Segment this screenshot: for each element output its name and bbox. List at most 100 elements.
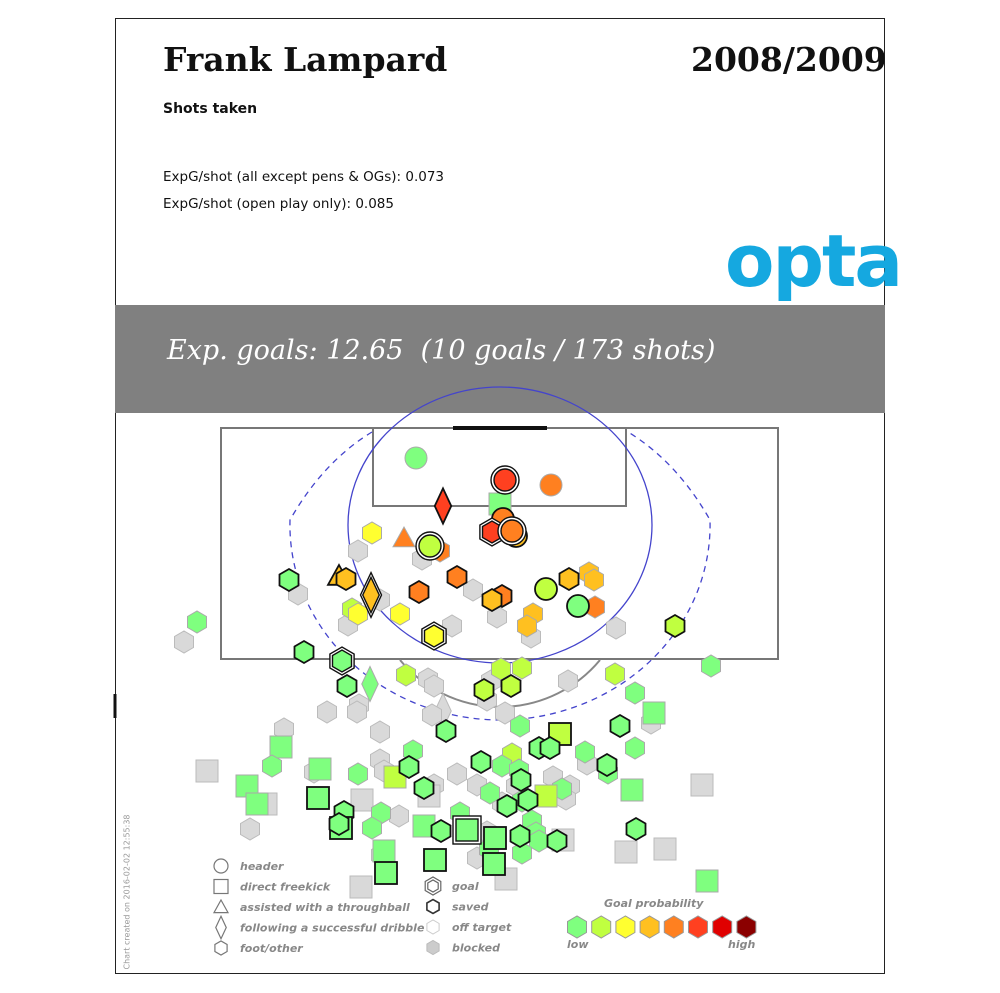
expected-goals-banner: Exp. goals: 12.65 (10 goals / 173 shots)	[115, 305, 885, 413]
shot-saved	[374, 861, 398, 885]
legend-type-label: direct freekick	[240, 881, 331, 894]
shot-goal	[331, 649, 353, 673]
shot-marker	[497, 516, 527, 546]
shot-off-target	[517, 614, 537, 638]
shot-off-target	[362, 816, 382, 840]
shot-saved	[625, 816, 647, 842]
shot-off-target	[308, 757, 332, 781]
prob-title: Goal probability	[604, 897, 704, 910]
legend-outcomes: goal saved off target blocked	[424, 876, 512, 956]
legend-saved-icon	[426, 898, 440, 915]
shot-saved	[473, 677, 495, 703]
shot-blocked	[389, 804, 409, 828]
shot-marker	[442, 614, 462, 638]
shot-saved	[328, 811, 350, 837]
shot-marker	[480, 781, 500, 805]
shot-saved	[430, 818, 452, 844]
shot-saved	[306, 786, 330, 810]
legend-shot-types: header direct freekick assisted with a thr…	[212, 858, 425, 956]
shot-marker	[482, 852, 506, 876]
shot-saved	[335, 566, 357, 592]
shot-marker	[361, 665, 379, 703]
shot-off-target	[642, 701, 666, 725]
creation-timestamp: Chart created on 2016-02-02 12:55:38	[122, 814, 132, 970]
shot-blocked	[558, 669, 578, 693]
shot-marker	[359, 570, 383, 620]
shot-saved	[510, 767, 532, 793]
shot-marker	[509, 823, 531, 849]
shot-marker	[510, 767, 532, 793]
shot-marker	[546, 828, 568, 854]
shot-goal	[493, 468, 517, 492]
shot-blocked	[606, 616, 626, 640]
shots-layer	[174, 446, 721, 899]
shot-off-target	[245, 792, 269, 816]
shot-off-target	[348, 602, 368, 626]
shot-off-target	[575, 740, 595, 764]
shot-marker	[372, 839, 396, 863]
shot-off-target	[695, 869, 719, 893]
shot-marker	[695, 869, 719, 893]
shot-marker	[187, 610, 207, 634]
legend-outcome-label: saved	[452, 901, 489, 914]
shot-marker	[606, 616, 626, 640]
shot-saved	[423, 848, 447, 872]
shot-marker	[558, 669, 578, 693]
shot-marker	[500, 673, 522, 699]
legend: header direct freekick assisted with a thr…	[212, 858, 757, 956]
shot-marker	[495, 701, 515, 725]
shot-marker	[348, 602, 368, 626]
shot-saved	[446, 564, 468, 590]
shot-marker	[389, 804, 409, 828]
chart-frame	[115, 18, 885, 974]
shot-marker	[483, 826, 507, 850]
shot-marker	[539, 735, 561, 761]
shot-off-target	[512, 656, 532, 680]
shot-saved	[278, 567, 300, 593]
shot-off-target	[396, 663, 416, 687]
shot-blocked	[349, 875, 373, 899]
shot-saved	[408, 579, 430, 605]
shot-marker	[566, 594, 590, 618]
prob-swatch	[712, 915, 733, 939]
shot-off-target	[510, 714, 530, 738]
legend-diamond-icon	[215, 914, 227, 941]
shot-saved	[609, 713, 631, 739]
shot-blocked	[240, 817, 260, 841]
shot-off-target	[372, 839, 396, 863]
shot-saved	[336, 673, 358, 699]
shot-saved	[566, 594, 590, 618]
shot-off-target	[187, 610, 207, 634]
prob-low-label: low	[567, 938, 589, 951]
shot-marker	[329, 646, 355, 676]
shot-marker	[512, 656, 532, 680]
shot-marker	[392, 525, 416, 548]
shot-marker	[481, 587, 503, 613]
shot-marker	[336, 673, 358, 699]
shot-marker	[421, 621, 447, 651]
shot-off-target	[584, 568, 604, 592]
shot-marker	[293, 639, 315, 665]
shot-goal	[418, 534, 442, 558]
shot-marker	[422, 703, 442, 727]
legend-outcome-label: blocked	[452, 942, 500, 955]
shot-marker	[539, 473, 563, 497]
shot-blocked	[653, 837, 677, 861]
shot-marker	[390, 602, 410, 626]
shot-marker	[517, 614, 537, 638]
shot-blocked	[614, 840, 638, 864]
shot-marker	[596, 752, 618, 778]
shot-saved	[435, 718, 457, 744]
shot-off-target	[390, 602, 410, 626]
shot-off-target	[625, 736, 645, 760]
shot-marker	[195, 759, 219, 783]
shot-marker	[496, 793, 518, 819]
shot-saved	[539, 735, 561, 761]
shot-saved	[293, 639, 315, 665]
legend-triangle-icon	[212, 898, 230, 914]
prob-swatch	[567, 915, 587, 939]
legend-type-label: following a successful dribble	[240, 922, 425, 935]
shot-marker	[362, 521, 382, 545]
shot-marker	[317, 700, 337, 724]
